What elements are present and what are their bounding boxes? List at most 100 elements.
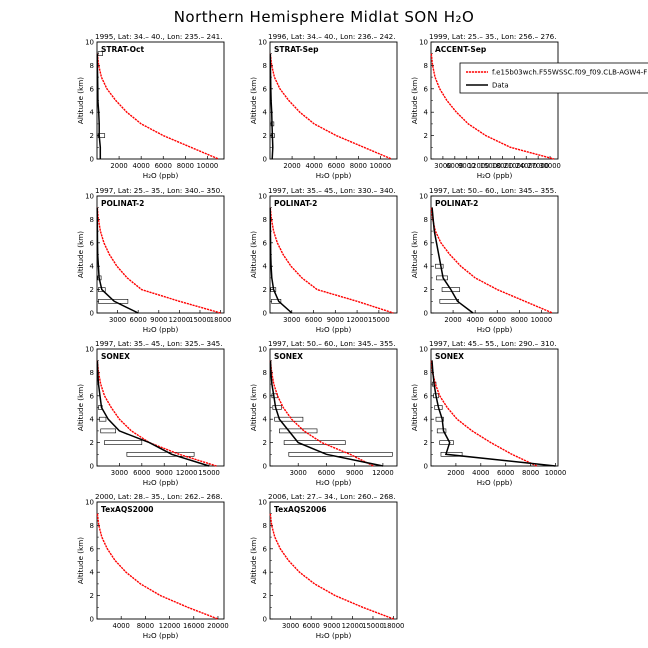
x-tick-label: 2000 <box>283 162 300 170</box>
x-tick-label: 3000 <box>434 162 451 170</box>
x-axis-label: H₂O (ppb) <box>143 478 179 487</box>
x-tick-label: 2000 <box>444 316 461 324</box>
y-tick-label: 8 <box>263 216 267 224</box>
y-tick-label: 6 <box>424 85 429 93</box>
x-tick-label: 6000 <box>318 469 335 477</box>
x-tick-label: 10000 <box>370 162 392 170</box>
y-tick-label: 0 <box>90 156 94 164</box>
y-tick-label: 10 <box>419 346 428 354</box>
panel-header: 1997, Lat: 50.– 60., Lon: 345.– 355. <box>429 186 557 195</box>
y-tick-label: 2 <box>90 286 94 294</box>
y-tick-label: 8 <box>90 216 94 224</box>
y-tick-label: 4 <box>424 263 429 271</box>
x-tick-label: 3000 <box>290 469 307 477</box>
x-tick-label: 12000 <box>159 622 181 630</box>
y-tick-label: 2 <box>424 132 428 140</box>
range-box <box>279 428 318 434</box>
x-tick-label: 9000 <box>346 469 363 477</box>
y-tick-label: 2 <box>90 592 94 600</box>
y-tick-label: 6 <box>424 239 429 247</box>
x-tick-label: 6000 <box>497 469 514 477</box>
panel-frame <box>269 348 398 467</box>
legend-box <box>459 62 648 94</box>
x-tick-label: 16000 <box>183 622 205 630</box>
x-tick-label: 20000 <box>207 622 229 630</box>
y-axis-label: Altitude (km) <box>410 77 419 124</box>
data-line <box>269 207 293 314</box>
range-box <box>283 440 346 445</box>
y-tick-label: 6 <box>263 392 268 400</box>
panel-frame <box>430 348 559 467</box>
x-axis-label: H₂O (ppb) <box>143 171 179 180</box>
x-tick-label: 4000 <box>113 622 130 630</box>
data-line <box>96 360 210 467</box>
x-tick-label: 15000 <box>198 469 220 477</box>
y-tick-label: 2 <box>263 439 267 447</box>
y-tick-label: 0 <box>424 463 428 471</box>
y-tick-label: 2 <box>424 286 428 294</box>
model-line <box>269 207 394 314</box>
y-tick-label: 0 <box>424 310 428 318</box>
x-tick-label: 2000 <box>447 469 464 477</box>
x-tick-label: 3000 <box>283 316 300 324</box>
y-tick-label: 8 <box>263 369 267 377</box>
x-tick-label: 15000 <box>189 316 211 324</box>
y-tick-label: 4 <box>424 416 429 424</box>
x-tick-label: 18000 <box>492 162 514 170</box>
campaign-label: STRAT-Sep <box>274 45 319 54</box>
range-box <box>97 51 103 57</box>
y-tick-label: 10 <box>85 346 94 354</box>
x-tick-label: 6000 <box>303 622 320 630</box>
x-axis-label: H₂O (ppb) <box>316 325 352 334</box>
panel-header: 1997, Lat: 35.– 45., Lon: 330.– 340. <box>268 186 396 195</box>
range-box <box>435 416 444 422</box>
y-tick-label: 0 <box>263 310 267 318</box>
x-tick-label: 6000 <box>328 162 345 170</box>
panel-frame <box>430 41 559 160</box>
y-tick-label: 0 <box>263 156 267 164</box>
x-tick-label: 15000 <box>480 162 502 170</box>
x-tick-label: 10000 <box>531 316 553 324</box>
y-tick-label: 2 <box>263 132 267 140</box>
x-tick-label: 12000 <box>372 469 394 477</box>
legend-model-label: f.e15b03wch.F55WSSC.f09_f09.CLB-AGW4-F <box>492 69 647 77</box>
y-tick-label: 10 <box>419 193 428 201</box>
campaign-label: SONEX <box>101 352 130 361</box>
x-tick-label: 4000 <box>467 316 484 324</box>
range-box <box>274 416 304 422</box>
y-tick-label: 6 <box>263 239 268 247</box>
x-tick-label: 24000 <box>515 162 537 170</box>
range-box <box>439 440 454 445</box>
y-tick-label: 10 <box>258 346 267 354</box>
x-tick-label: 8000 <box>177 162 194 170</box>
y-tick-label: 4 <box>424 109 429 117</box>
y-tick-label: 4 <box>263 569 268 577</box>
y-tick-label: 0 <box>90 310 94 318</box>
y-tick-label: 2 <box>90 132 94 140</box>
y-tick-label: 8 <box>90 369 94 377</box>
y-tick-label: 4 <box>263 263 268 271</box>
y-tick-label: 10 <box>258 499 267 507</box>
y-tick-label: 8 <box>424 62 428 70</box>
range-box <box>436 275 448 281</box>
y-tick-label: 2 <box>424 439 428 447</box>
range-box <box>288 451 393 457</box>
y-tick-label: 8 <box>424 216 428 224</box>
panel-header: 1999, Lat: 25.– 35., Lon: 256.– 276. <box>429 32 557 41</box>
campaign-label: STRAT-Oct <box>101 45 144 54</box>
x-tick-label: 6000 <box>133 469 150 477</box>
y-tick-label: 4 <box>263 109 268 117</box>
x-tick-label: 8000 <box>511 316 528 324</box>
panel-frame <box>269 195 398 314</box>
range-box <box>97 133 106 138</box>
y-tick-label: 6 <box>90 85 95 93</box>
x-tick-label: 9000 <box>323 622 340 630</box>
x-tick-label: 3000 <box>282 622 299 630</box>
range-box <box>98 416 107 422</box>
x-tick-label: 4000 <box>306 162 323 170</box>
x-tick-label: 12000 <box>169 316 191 324</box>
data-line <box>96 53 102 159</box>
y-tick-label: 2 <box>263 286 267 294</box>
campaign-label: SONEX <box>435 352 464 361</box>
